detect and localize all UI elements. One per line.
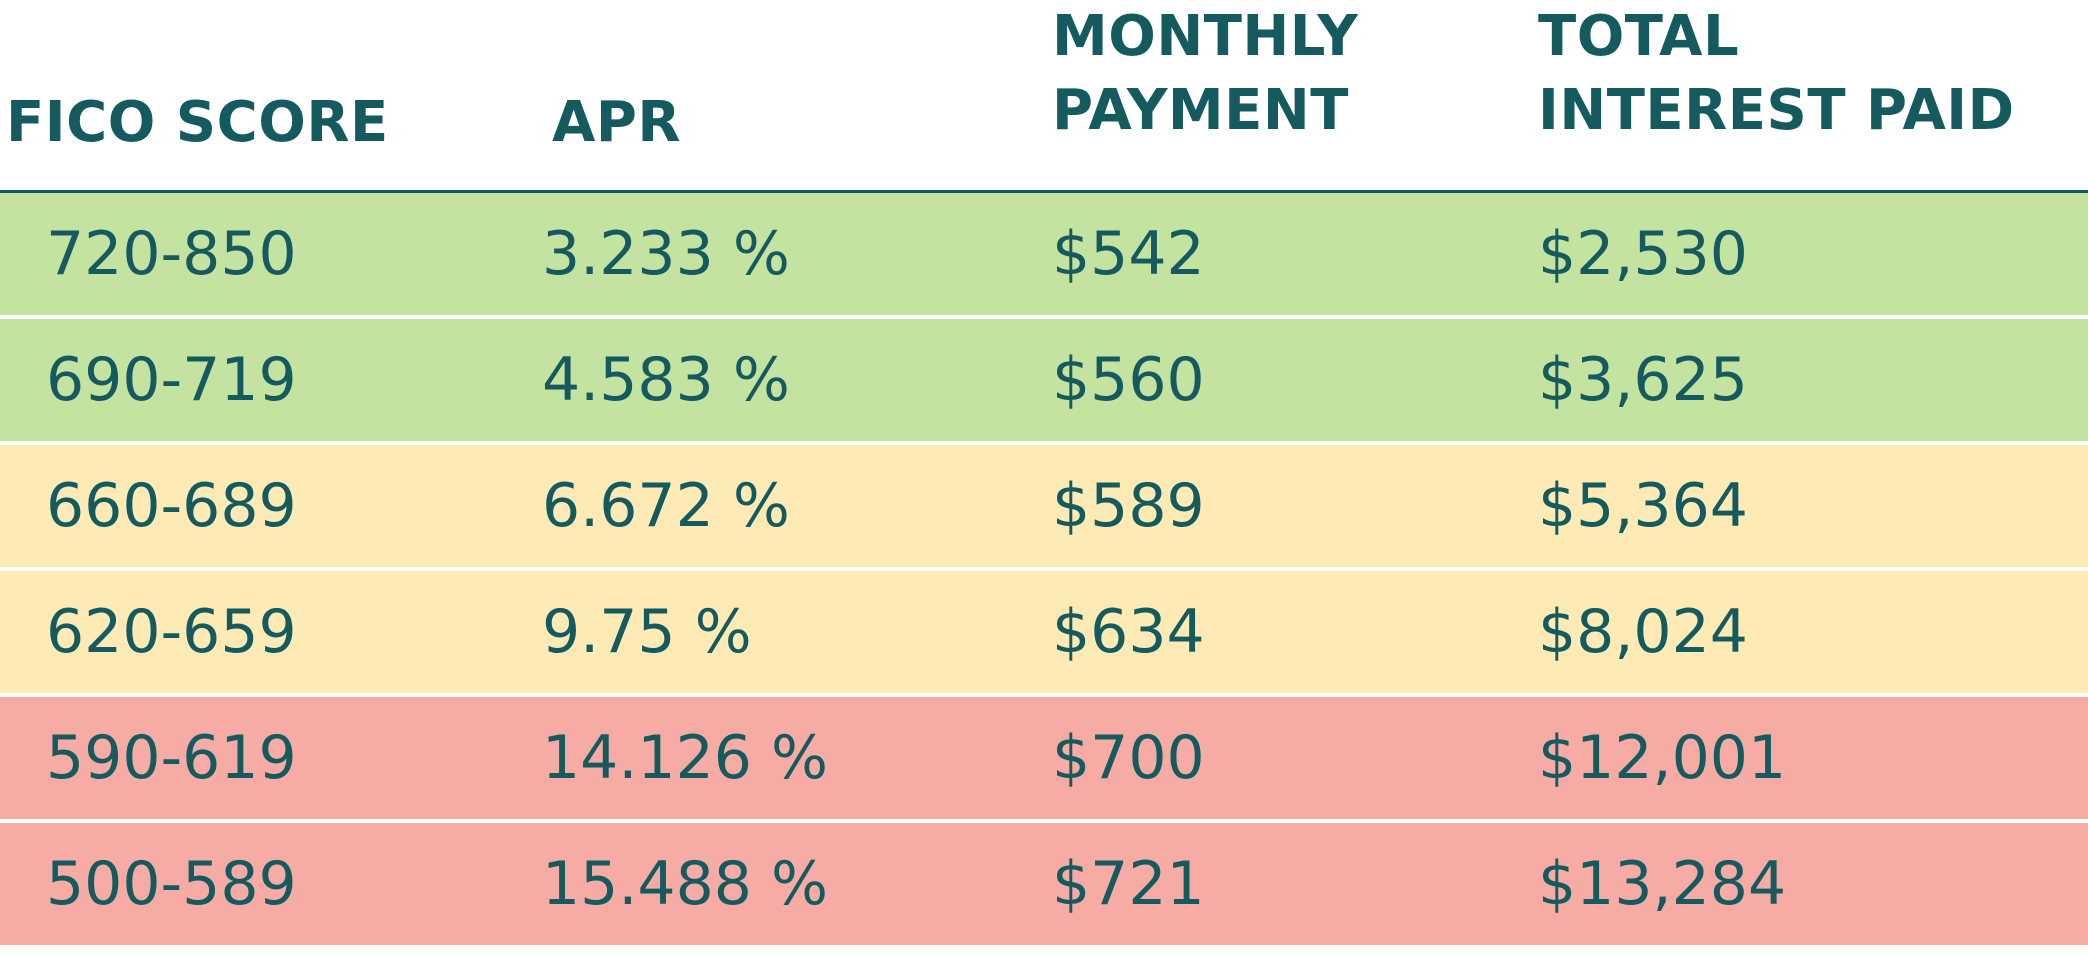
header-fico-line-1: FICO SCORE xyxy=(6,90,389,155)
cell-total-interest: $3,625 xyxy=(1538,345,1748,415)
table-row: 690-719 4.583 % $560 $3,625 xyxy=(0,319,2088,445)
cell-monthly-payment: $589 xyxy=(1052,471,1205,541)
cell-total-interest: $8,024 xyxy=(1538,597,1748,667)
cell-monthly-payment: $542 xyxy=(1052,219,1205,289)
cell-monthly-payment: $700 xyxy=(1052,723,1205,793)
header-total-line-2: INTEREST PAID xyxy=(1538,78,2015,143)
cell-monthly-payment: $560 xyxy=(1052,345,1205,415)
cell-monthly-payment: $634 xyxy=(1052,597,1205,667)
cell-apr: 14.126 % xyxy=(542,723,829,793)
table-body: 720-850 3.233 % $542 $2,530 690-719 4.58… xyxy=(0,193,2088,945)
header-apr-line-1: APR xyxy=(552,90,682,155)
header-monthly-line-1: MONTHLY xyxy=(1052,4,1359,69)
cell-total-interest: $5,364 xyxy=(1538,471,1748,541)
cell-fico-score: 500-589 xyxy=(46,849,297,919)
table-row: 500-589 15.488 % $721 $13,284 xyxy=(0,823,2088,945)
cell-fico-score: 590-619 xyxy=(46,723,297,793)
header-monthly-line-2: PAYMENT xyxy=(1052,78,1349,143)
header-total-line-1: TOTAL xyxy=(1538,4,1740,69)
cell-apr: 15.488 % xyxy=(542,849,829,919)
cell-total-interest: $12,001 xyxy=(1538,723,1787,793)
table-row: 620-659 9.75 % $634 $8,024 xyxy=(0,571,2088,697)
cell-total-interest: $13,284 xyxy=(1538,849,1787,919)
cell-apr: 9.75 % xyxy=(542,597,752,667)
cell-fico-score: 690-719 xyxy=(46,345,297,415)
cell-apr: 6.672 % xyxy=(542,471,790,541)
table-row: 590-619 14.126 % $700 $12,001 xyxy=(0,697,2088,823)
cell-apr: 4.583 % xyxy=(542,345,790,415)
cell-total-interest: $2,530 xyxy=(1538,219,1748,289)
table-row: 720-850 3.233 % $542 $2,530 xyxy=(0,193,2088,319)
table-row: 660-689 6.672 % $589 $5,364 xyxy=(0,445,2088,571)
cell-apr: 3.233 % xyxy=(542,219,790,289)
cell-fico-score: 660-689 xyxy=(46,471,297,541)
cell-fico-score: 720-850 xyxy=(46,219,297,289)
cell-fico-score: 620-659 xyxy=(46,597,297,667)
cell-monthly-payment: $721 xyxy=(1052,849,1205,919)
header-fico-score: FICO SCORE xyxy=(6,86,389,160)
header-apr: APR xyxy=(552,86,681,160)
header-monthly-payment: MONTHLY PAYMENT xyxy=(1052,0,1358,148)
table-header: FICO SCORE APR MONTHLY PAYMENT TOTAL INT… xyxy=(0,0,2088,193)
header-total-interest-paid: TOTAL INTEREST PAID xyxy=(1538,0,2015,148)
